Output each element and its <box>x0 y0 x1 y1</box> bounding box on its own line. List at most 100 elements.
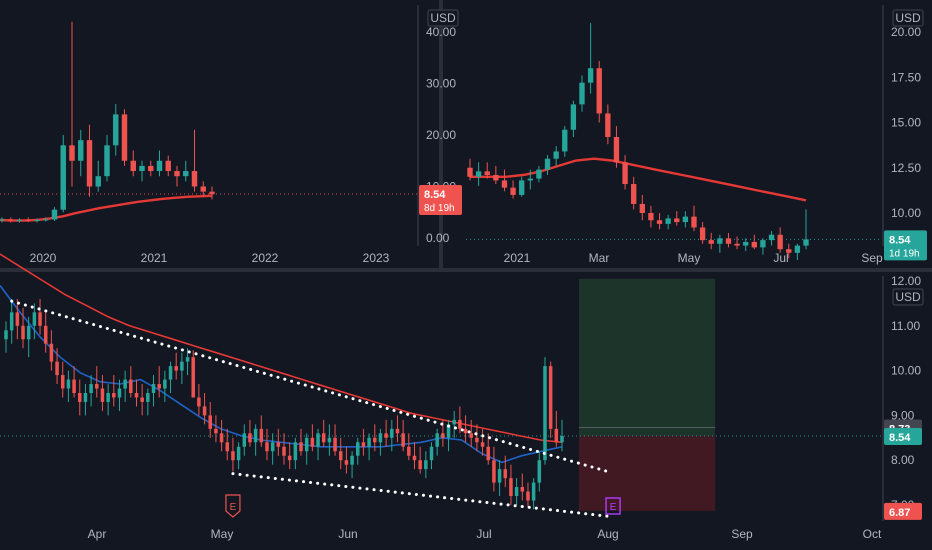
candle[interactable] <box>562 126 568 157</box>
candle[interactable] <box>699 222 706 244</box>
candle[interactable] <box>656 213 663 230</box>
candle[interactable] <box>253 424 258 456</box>
candle[interactable] <box>760 238 766 255</box>
candle[interactable] <box>89 375 93 407</box>
candle[interactable] <box>361 428 366 456</box>
candle[interactable] <box>355 437 360 465</box>
candle[interactable] <box>69 21 75 187</box>
currency-label[interactable]: USD <box>427 9 459 27</box>
candle[interactable] <box>130 150 136 177</box>
candle[interactable] <box>786 243 792 259</box>
candle[interactable] <box>242 424 247 456</box>
candle[interactable] <box>537 451 542 492</box>
candle[interactable] <box>435 428 439 456</box>
candle[interactable] <box>554 410 559 447</box>
candle[interactable] <box>113 104 119 156</box>
candle[interactable] <box>197 384 201 416</box>
candle[interactable] <box>543 357 547 465</box>
candle[interactable] <box>452 410 456 438</box>
candle[interactable] <box>174 165 180 187</box>
candle[interactable] <box>163 370 167 402</box>
candle[interactable] <box>570 100 577 137</box>
candle[interactable] <box>480 428 485 456</box>
candle[interactable] <box>104 135 110 182</box>
candle[interactable] <box>78 129 84 177</box>
candle[interactable] <box>497 460 502 497</box>
candle[interactable] <box>287 442 292 470</box>
candle[interactable] <box>384 419 388 447</box>
candle[interactable] <box>378 428 383 456</box>
candle[interactable] <box>458 406 462 434</box>
candle[interactable] <box>117 379 122 411</box>
candle[interactable] <box>157 366 161 398</box>
candle[interactable] <box>304 433 309 465</box>
candle[interactable] <box>526 482 530 508</box>
candle[interactable] <box>310 424 315 452</box>
panel-bottom[interactable]: EE7.008.009.0010.0011.0012.00USDAprMayJu… <box>0 253 924 541</box>
candle[interactable] <box>367 433 371 461</box>
candle[interactable] <box>717 234 723 253</box>
candle[interactable] <box>316 428 320 461</box>
moving-average-line[interactable] <box>0 285 563 464</box>
candle[interactable] <box>202 393 207 425</box>
candle[interactable] <box>165 155 171 177</box>
candle[interactable] <box>587 22 594 94</box>
candle[interactable] <box>72 366 76 398</box>
candle[interactable] <box>390 419 394 452</box>
candle[interactable] <box>38 298 42 335</box>
candle[interactable] <box>106 384 110 416</box>
candle[interactable] <box>493 165 499 185</box>
price-tag[interactable]: 6.87 <box>884 502 922 520</box>
candle[interactable] <box>395 415 400 443</box>
current-price-tag[interactable]: 8.54 1d 19h <box>884 230 927 261</box>
candle[interactable] <box>4 321 8 353</box>
candle[interactable] <box>527 169 533 190</box>
candle[interactable] <box>596 60 602 123</box>
candle[interactable] <box>544 155 551 175</box>
candle[interactable] <box>531 478 536 510</box>
candle[interactable] <box>486 433 491 465</box>
candle[interactable] <box>151 375 156 407</box>
candle[interactable] <box>236 442 241 470</box>
candle[interactable] <box>32 303 37 340</box>
candle[interactable] <box>123 370 127 402</box>
candle[interactable] <box>373 424 377 452</box>
candle[interactable] <box>95 160 101 192</box>
candle[interactable] <box>293 437 298 470</box>
candle[interactable] <box>548 361 553 438</box>
earnings-marker[interactable]: E <box>225 494 241 518</box>
candle[interactable] <box>674 211 680 226</box>
candle[interactable] <box>43 312 48 353</box>
candle[interactable] <box>475 424 479 452</box>
candle[interactable] <box>282 433 286 465</box>
candle[interactable] <box>401 419 405 452</box>
candle[interactable] <box>9 298 14 344</box>
candle[interactable] <box>139 160 145 182</box>
candle[interactable] <box>183 160 189 182</box>
candle[interactable] <box>469 419 473 447</box>
candle[interactable] <box>510 180 516 199</box>
candle[interactable] <box>77 379 82 416</box>
candle[interactable] <box>16 218 23 223</box>
candle[interactable] <box>424 451 428 479</box>
candle[interactable] <box>100 375 105 411</box>
candle[interactable] <box>579 75 585 112</box>
candle[interactable] <box>66 370 71 402</box>
candle[interactable] <box>520 473 525 501</box>
candle[interactable] <box>180 352 184 385</box>
candle[interactable] <box>734 236 740 250</box>
candle[interactable] <box>492 446 496 492</box>
panel-top-left[interactable]: 0.0010.0020.0030.0040.00USD2020202120222… <box>0 5 462 265</box>
currency-label[interactable]: USD <box>892 9 924 27</box>
candle[interactable] <box>794 243 801 261</box>
candle[interactable] <box>134 379 139 407</box>
current-price-tag[interactable]: 8.54 8d 19h <box>419 185 462 216</box>
moving-average-line[interactable] <box>0 194 213 222</box>
candle[interactable] <box>503 455 508 488</box>
candle[interactable] <box>553 146 559 166</box>
candle[interactable] <box>509 464 513 505</box>
trend-line[interactable] <box>231 472 609 518</box>
candle[interactable] <box>412 442 417 470</box>
candle[interactable] <box>225 428 230 461</box>
